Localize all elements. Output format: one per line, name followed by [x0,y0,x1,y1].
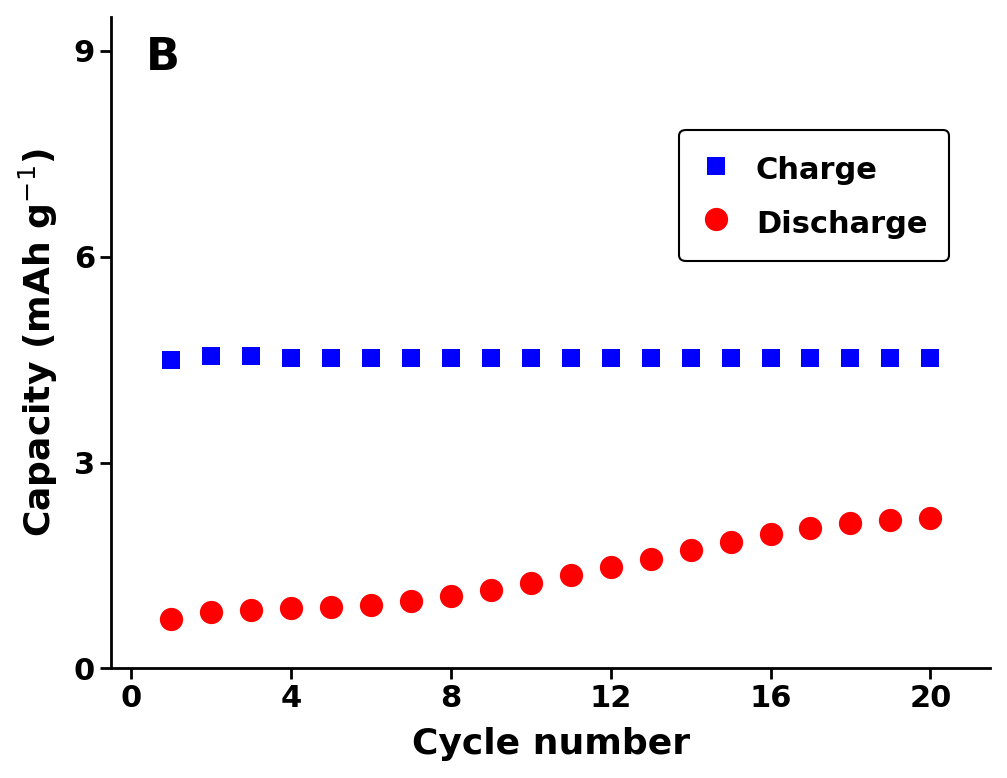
Charge [922,352,939,365]
Discharge [882,513,898,526]
Discharge [243,604,259,616]
Charge [482,352,498,365]
Discharge [523,577,539,590]
Discharge [563,569,579,581]
Charge [683,352,699,365]
Charge [762,352,778,365]
Discharge [722,535,738,548]
Charge [722,352,738,365]
Charge [283,352,299,364]
Charge [803,352,819,365]
Charge [363,352,379,364]
Discharge [403,595,419,608]
Discharge [922,511,939,524]
Discharge [642,552,659,565]
Charge [882,352,898,365]
Text: B: B [146,37,180,79]
Charge [203,350,220,363]
Discharge [443,591,459,603]
Charge [563,352,579,365]
Charge [243,350,259,363]
Discharge [203,606,220,619]
Charge [323,352,339,364]
Discharge [803,521,819,534]
Charge [443,352,459,365]
Charge [523,352,539,365]
Discharge [363,598,379,611]
Legend: Charge, Discharge: Charge, Discharge [680,130,949,261]
Y-axis label: Capacity (mAh g$^{-1}$): Capacity (mAh g$^{-1}$) [17,149,59,537]
Discharge [843,517,859,529]
Discharge [163,613,179,626]
Discharge [283,602,299,615]
Discharge [602,561,618,573]
Discharge [482,584,498,597]
X-axis label: Cycle number: Cycle number [412,727,690,762]
Charge [642,352,659,365]
Charge [403,352,419,365]
Discharge [683,545,699,557]
Charge [163,353,179,366]
Discharge [323,601,339,613]
Charge [843,352,859,365]
Charge [602,352,618,365]
Discharge [762,527,778,540]
